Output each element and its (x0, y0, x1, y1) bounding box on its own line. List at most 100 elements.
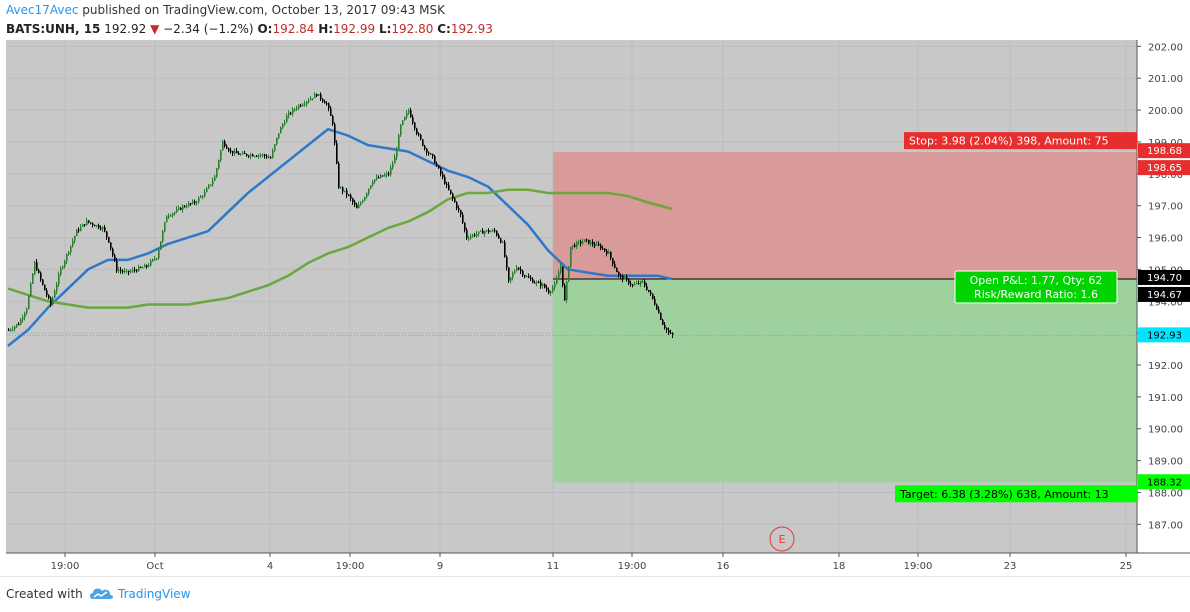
tradingview-cloud-icon[interactable] (88, 586, 114, 602)
tradingview-link[interactable]: TradingView (118, 587, 191, 601)
candle (664, 324, 666, 328)
price-chart[interactable]: 187.00188.00189.00190.00191.00192.00193.… (0, 0, 1190, 576)
stop-label[interactable]: Stop: 3.98 (2.04%) 398, Amount: 75 (904, 132, 1137, 150)
candle (338, 163, 340, 188)
candle (398, 134, 400, 149)
down-arrow-icon: ▼ (150, 22, 160, 36)
candle (236, 150, 238, 154)
candle (494, 230, 496, 232)
candle (472, 234, 474, 237)
candle (480, 230, 482, 232)
author-link[interactable]: Avec17Avec (6, 3, 79, 17)
candle (656, 304, 658, 310)
candle (596, 243, 598, 246)
candle (128, 270, 130, 273)
candle (638, 283, 640, 285)
candle (230, 150, 232, 152)
price-axis-label[interactable]: 198.65 (1138, 160, 1190, 176)
price-tick-label: 188.00 (1148, 488, 1183, 499)
candle (110, 242, 112, 249)
candle (94, 225, 96, 227)
candle (504, 242, 506, 257)
time-tick-label: 16 (717, 561, 730, 572)
stop-loss-zone[interactable] (553, 152, 1137, 279)
candle (322, 99, 324, 102)
candle (208, 185, 210, 189)
candle (66, 254, 68, 261)
candle (222, 141, 224, 151)
candle (582, 241, 584, 244)
candle (660, 312, 662, 320)
candle (232, 150, 234, 154)
publish-line: Avec17Avec published on TradingView.com,… (6, 3, 445, 17)
candle (518, 267, 520, 270)
take-profit-zone[interactable] (553, 278, 1137, 483)
earnings-letter: E (779, 533, 786, 546)
candle (572, 245, 574, 248)
candle (402, 120, 404, 125)
candle (632, 284, 634, 286)
candle (468, 238, 470, 240)
candle (86, 220, 88, 226)
candle (618, 272, 620, 276)
candle (126, 270, 128, 272)
candle (416, 128, 418, 134)
price-axis-label[interactable]: 192.93 (1138, 327, 1190, 343)
candle (342, 187, 344, 192)
time-scale[interactable] (0, 553, 1190, 576)
target-label[interactable]: Target: 6.38 (3.28%) 638, Amount: 13 (895, 485, 1137, 503)
candle (328, 103, 330, 109)
candle (278, 133, 280, 138)
candle (544, 284, 546, 288)
candle (604, 248, 606, 251)
candle (108, 237, 110, 243)
earnings-marker[interactable]: E (769, 526, 795, 552)
candle (12, 329, 14, 331)
candle (456, 202, 458, 209)
candle (420, 134, 422, 140)
candle (312, 98, 314, 100)
candle (446, 183, 448, 185)
candle (74, 236, 76, 241)
candle (612, 258, 614, 264)
candle (520, 269, 522, 271)
candle (360, 202, 362, 205)
candle (46, 290, 48, 296)
candle (418, 133, 420, 135)
candle (600, 245, 602, 249)
candle (150, 260, 152, 266)
candle (534, 282, 536, 284)
price-axis-label[interactable]: 194.67 (1138, 286, 1190, 302)
candle (136, 270, 138, 272)
candle (284, 122, 286, 125)
candle (532, 279, 534, 283)
candle (386, 173, 388, 175)
candle (240, 154, 242, 156)
candle (566, 281, 568, 301)
candle (70, 245, 72, 253)
price-axis-label[interactable]: 194.70 (1138, 269, 1190, 285)
candle (374, 179, 376, 182)
candle (506, 256, 508, 268)
candle (356, 204, 358, 209)
price-axis-label-bg (1138, 286, 1190, 302)
candle (470, 236, 472, 239)
candle (336, 143, 338, 164)
symbol-line: BATS:UNH, 15 192.92 ▼ −2.34 (−1.2%) O:19… (6, 22, 493, 36)
time-tick-label: 25 (1120, 561, 1133, 572)
candle (228, 148, 230, 151)
price-axis-label-text: 188.32 (1147, 477, 1182, 488)
time-tick-label: 19:00 (904, 561, 933, 572)
candle (316, 94, 318, 97)
candle (624, 277, 626, 280)
candle (68, 252, 70, 255)
candle (474, 234, 476, 236)
price-axis-label[interactable]: 198.68 (1138, 143, 1190, 159)
candle (64, 260, 66, 267)
price-tick-label: 197.00 (1148, 202, 1183, 213)
candle (280, 127, 282, 134)
price-axis-label[interactable]: 188.32 (1138, 474, 1190, 490)
risk-reward-text: Risk/Reward Ratio: 1.6 (974, 288, 1098, 301)
candle (476, 233, 478, 236)
